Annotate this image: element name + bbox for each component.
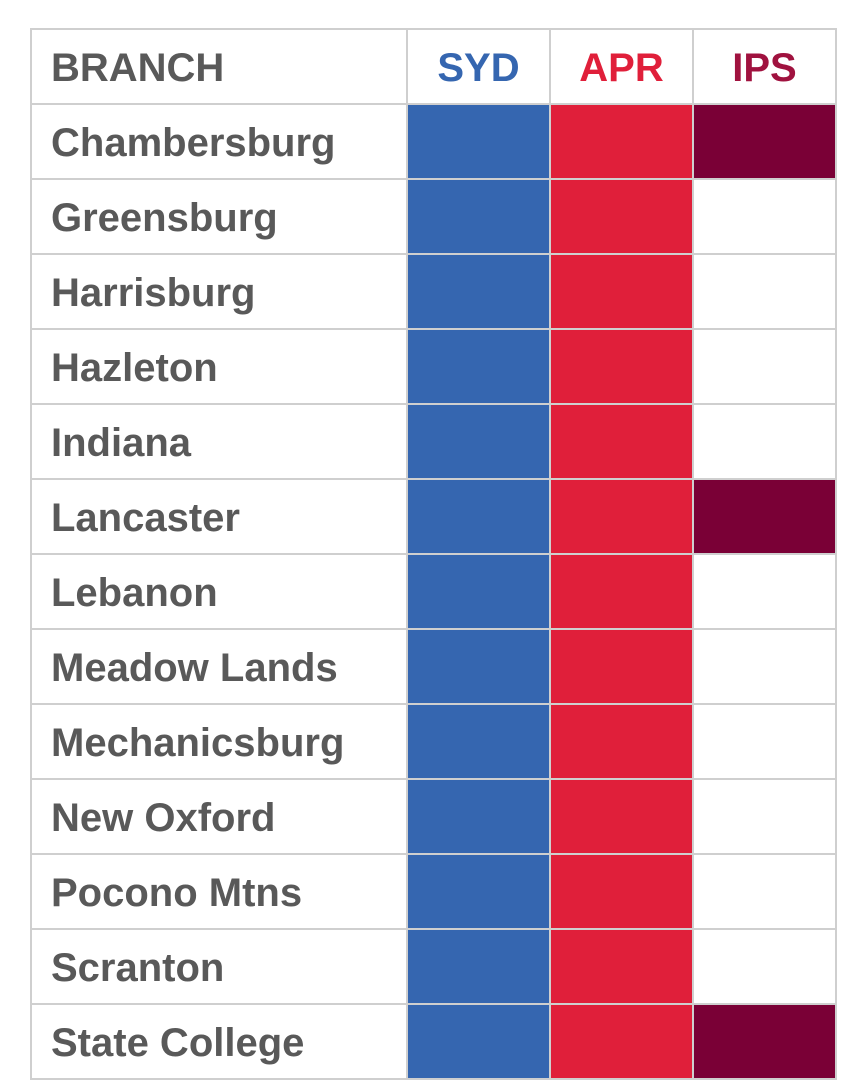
branch-label: Lancaster bbox=[32, 480, 408, 555]
header-branch: BRANCH bbox=[32, 30, 408, 105]
branch-label: New Oxford bbox=[32, 780, 408, 855]
branch-label: Lebanon bbox=[32, 555, 408, 630]
branch-service-table: BRANCH SYD APR IPS Chambersburg Greensburg Har… bbox=[30, 28, 837, 1080]
cell-ips bbox=[694, 330, 837, 405]
cell-syd bbox=[408, 855, 551, 930]
cell-ips bbox=[694, 630, 837, 705]
branch-label: Harrisburg bbox=[32, 255, 408, 330]
branch-label: Pocono Mtns bbox=[32, 855, 408, 930]
cell-apr bbox=[551, 855, 694, 930]
cell-syd bbox=[408, 930, 551, 1005]
cell-syd bbox=[408, 1005, 551, 1080]
cell-syd bbox=[408, 255, 551, 330]
cell-syd bbox=[408, 180, 551, 255]
cell-syd bbox=[408, 555, 551, 630]
cell-ips bbox=[694, 255, 837, 330]
branch-label: Chambersburg bbox=[32, 105, 408, 180]
cell-apr bbox=[551, 255, 694, 330]
branch-label: Meadow Lands bbox=[32, 630, 408, 705]
cell-syd bbox=[408, 405, 551, 480]
cell-ips bbox=[694, 480, 837, 555]
branch-label: Greensburg bbox=[32, 180, 408, 255]
branch-label: State College bbox=[32, 1005, 408, 1080]
cell-ips bbox=[694, 405, 837, 480]
cell-ips bbox=[694, 555, 837, 630]
cell-ips bbox=[694, 705, 837, 780]
cell-apr bbox=[551, 1005, 694, 1080]
cell-ips bbox=[694, 1005, 837, 1080]
cell-syd bbox=[408, 705, 551, 780]
cell-ips bbox=[694, 780, 837, 855]
cell-apr bbox=[551, 405, 694, 480]
cell-syd bbox=[408, 105, 551, 180]
branch-label: Mechanicsburg bbox=[32, 705, 408, 780]
cell-syd bbox=[408, 480, 551, 555]
cell-apr bbox=[551, 555, 694, 630]
branch-label: Scranton bbox=[32, 930, 408, 1005]
cell-apr bbox=[551, 705, 694, 780]
cell-ips bbox=[694, 105, 837, 180]
cell-syd bbox=[408, 330, 551, 405]
branch-label: Hazleton bbox=[32, 330, 408, 405]
cell-apr bbox=[551, 480, 694, 555]
cell-apr bbox=[551, 630, 694, 705]
branch-label: Indiana bbox=[32, 405, 408, 480]
cell-apr bbox=[551, 780, 694, 855]
header-syd: SYD bbox=[408, 30, 551, 105]
cell-ips bbox=[694, 930, 837, 1005]
cell-ips bbox=[694, 855, 837, 930]
cell-syd bbox=[408, 780, 551, 855]
cell-ips bbox=[694, 180, 837, 255]
cell-apr bbox=[551, 105, 694, 180]
cell-apr bbox=[551, 930, 694, 1005]
cell-apr bbox=[551, 330, 694, 405]
header-apr: APR bbox=[551, 30, 694, 105]
cell-syd bbox=[408, 630, 551, 705]
header-ips: IPS bbox=[694, 30, 837, 105]
cell-apr bbox=[551, 180, 694, 255]
